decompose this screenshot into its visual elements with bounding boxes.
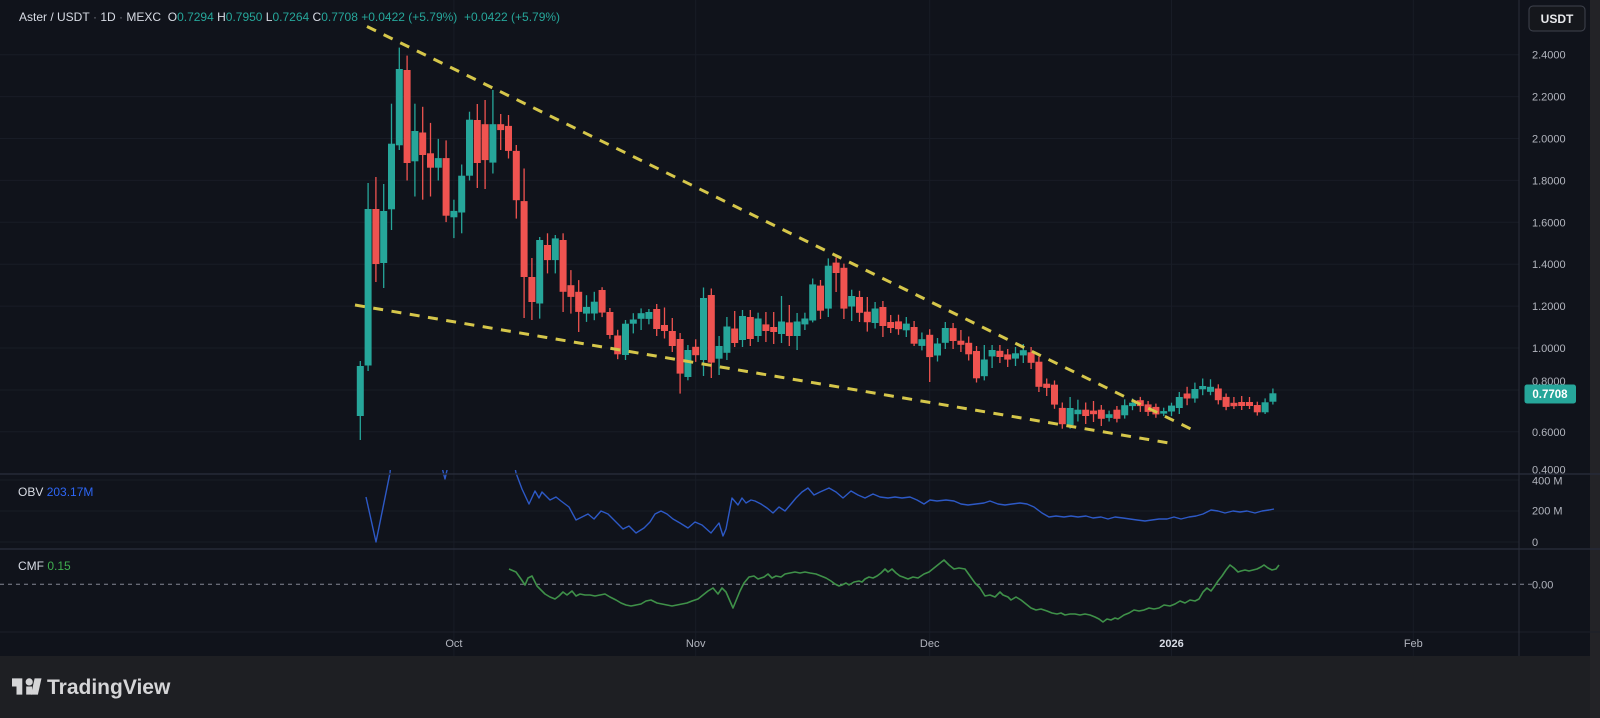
svg-text:2.4000: 2.4000 <box>1532 50 1566 62</box>
svg-text:Aster / USDT · 1D · MEXC O0.7: Aster / USDT · 1D · MEXC O0.7294 H0.7950… <box>19 10 560 24</box>
svg-text:0.6000: 0.6000 <box>1532 427 1566 439</box>
svg-text:Feb: Feb <box>1404 638 1423 650</box>
svg-text:2.2000: 2.2000 <box>1532 92 1566 104</box>
svg-text:Dec: Dec <box>920 638 940 650</box>
svg-text:0: 0 <box>1532 537 1538 549</box>
svg-text:1.2000: 1.2000 <box>1532 301 1566 313</box>
svg-text:1.4000: 1.4000 <box>1532 259 1566 271</box>
svg-text:0.00: 0.00 <box>1532 580 1553 592</box>
svg-text:2026: 2026 <box>1159 638 1183 650</box>
svg-text:200 M: 200 M <box>1532 506 1563 518</box>
svg-text:400 M: 400 M <box>1532 476 1563 488</box>
svg-text:OBV 203.17M: OBV 203.17M <box>18 485 93 499</box>
svg-text:CMF 0.15: CMF 0.15 <box>18 559 71 573</box>
svg-text:Oct: Oct <box>445 638 462 650</box>
svg-text:0.7708: 0.7708 <box>1532 389 1568 401</box>
svg-text:2.0000: 2.0000 <box>1532 134 1566 146</box>
svg-text:USDT: USDT <box>1541 12 1574 26</box>
svg-text:Nov: Nov <box>686 638 706 650</box>
svg-text:1.0000: 1.0000 <box>1532 343 1566 355</box>
svg-text:0.4000: 0.4000 <box>1532 465 1566 477</box>
svg-text:TradingView: TradingView <box>47 676 171 699</box>
svg-text:1.6000: 1.6000 <box>1532 217 1566 229</box>
svg-text:1.8000: 1.8000 <box>1532 175 1566 187</box>
